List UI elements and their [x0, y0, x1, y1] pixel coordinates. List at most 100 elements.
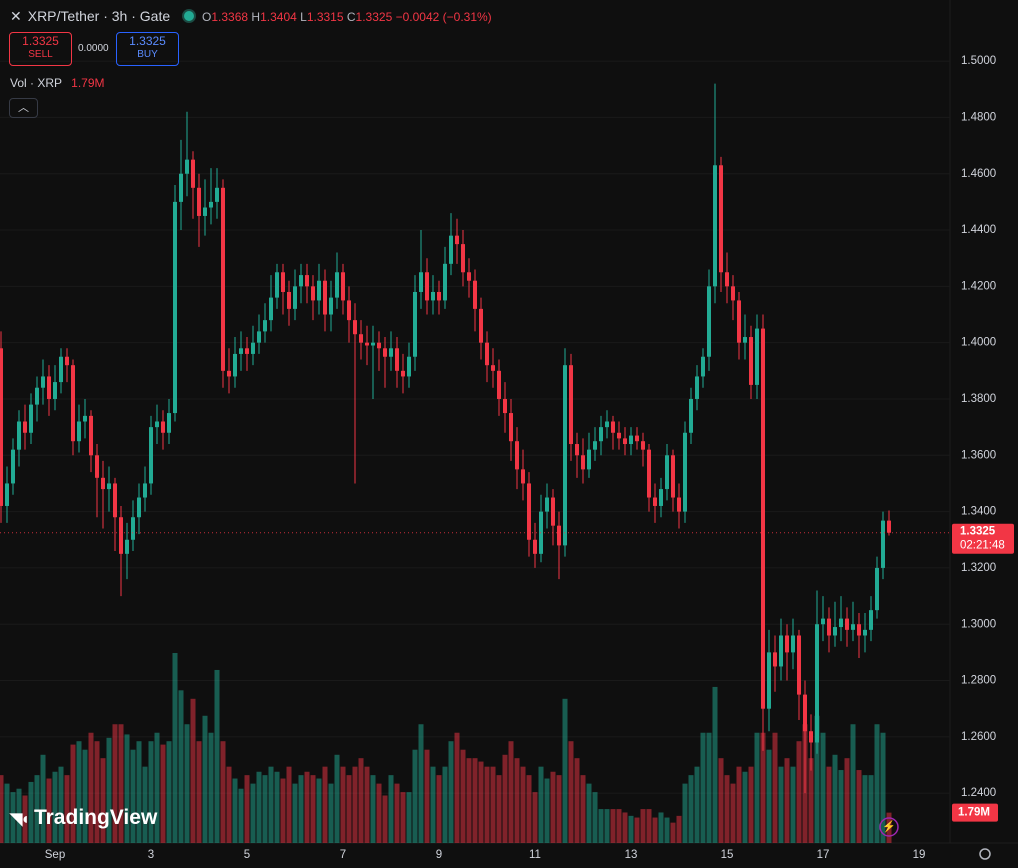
candle-body — [287, 291, 291, 309]
volume-bar — [244, 775, 250, 843]
candle-body — [701, 356, 705, 377]
volume-bar — [532, 792, 538, 843]
buy-button[interactable]: 1.3325 BUY — [116, 32, 179, 66]
candle-body — [779, 635, 783, 667]
candle-body — [203, 207, 207, 216]
volume-bar — [106, 737, 112, 843]
c-value: 1.3325 — [355, 10, 393, 24]
volume-bar — [4, 783, 10, 843]
y-tick-label: 1.4600 — [961, 168, 996, 180]
x-tick-label: Sep — [45, 849, 65, 861]
volume-bar — [712, 686, 718, 843]
volume-value: 1.79M — [71, 76, 105, 90]
candle-body — [155, 421, 159, 428]
volume-bar — [238, 788, 244, 843]
volume-bar — [682, 783, 688, 843]
candle-body — [503, 398, 507, 414]
candle-body — [119, 517, 123, 554]
volume-bar — [790, 766, 796, 843]
volume-bar — [484, 766, 490, 843]
candle-body — [485, 342, 489, 366]
volume-bar — [832, 754, 838, 843]
h-label: H — [251, 10, 261, 24]
candle-body — [419, 272, 423, 292]
candle-body — [809, 731, 813, 743]
volume-bar — [772, 732, 778, 843]
collapse-button[interactable]: ︿ — [9, 98, 38, 118]
volume-bar — [316, 778, 322, 843]
volume-bar — [262, 775, 268, 843]
volume-bar — [94, 741, 100, 843]
x-tick-label: 11 — [529, 849, 541, 861]
volume-bar — [268, 766, 274, 843]
candle-body — [11, 449, 15, 484]
candle-body — [317, 280, 321, 301]
y-tick-label: 1.4000 — [961, 337, 996, 349]
candle-body — [461, 244, 465, 273]
volume-bar — [850, 724, 856, 843]
x-tick-label: 9 — [436, 849, 442, 861]
candle-body — [557, 525, 561, 546]
candle-body — [257, 331, 261, 343]
volume-bar — [652, 817, 658, 843]
candle-body — [773, 652, 777, 667]
volume-bar — [376, 783, 382, 843]
volume-tag-value: 1.79M — [958, 807, 990, 819]
volume-bar — [496, 775, 502, 843]
candle-body — [407, 356, 411, 377]
volume-bar — [166, 741, 172, 843]
buy-price: 1.3325 — [129, 34, 166, 48]
candle-body — [311, 286, 315, 301]
volume-bar — [352, 766, 358, 843]
candle-body — [803, 694, 807, 732]
x-tick-label: 7 — [340, 849, 346, 861]
volume-bar — [844, 758, 850, 843]
candle-body — [137, 497, 141, 518]
volume-bar — [256, 771, 262, 843]
y-tick-label: 1.3200 — [961, 562, 996, 574]
volume-bar — [82, 749, 88, 843]
candle-body — [95, 455, 99, 478]
candle-body — [101, 477, 105, 490]
sell-button[interactable]: 1.3325 SELL — [9, 32, 72, 66]
volume-bar — [820, 732, 826, 843]
volume-bar — [742, 771, 748, 843]
logo: ◥◖ TradingView — [10, 806, 157, 830]
volume-bar — [280, 778, 286, 843]
candle-body — [281, 272, 285, 292]
candle-body — [17, 421, 21, 450]
volume-bar — [796, 741, 802, 843]
volume-bar — [148, 741, 154, 843]
volume-bar — [64, 775, 70, 843]
volume-bar — [754, 732, 760, 843]
o-value: 1.3368 — [211, 10, 249, 24]
candle-body — [689, 398, 693, 433]
alert-icon[interactable] — [879, 817, 899, 837]
logo-text: TradingView — [33, 806, 158, 829]
candle-body — [743, 337, 747, 343]
close-icon[interactable]: ✕ — [10, 8, 22, 24]
settings-icon[interactable] — [979, 848, 991, 860]
candle-body — [509, 413, 513, 442]
y-tick-label: 1.4400 — [961, 224, 996, 236]
volume-bar — [334, 754, 340, 843]
volume-bar — [118, 724, 124, 843]
symbol-row: ✕ XRP/Tether · 3h · Gate O1.3368 H1.3404 … — [10, 8, 492, 25]
candle-body — [515, 441, 519, 470]
candle-body — [875, 567, 879, 611]
volume-bar — [856, 770, 862, 843]
volume-bar — [598, 809, 604, 843]
volume-bar — [358, 758, 364, 843]
volume-bar — [190, 698, 196, 843]
candle-body — [185, 159, 189, 174]
volume-legend: Vol · XRP 1.79M — [10, 76, 105, 90]
candle-body — [869, 610, 873, 630]
volume-bar — [154, 732, 160, 843]
candle-body — [785, 635, 789, 653]
candle-body — [569, 365, 573, 445]
volume-bar — [136, 741, 142, 843]
logo-icon: ◥◖ — [10, 811, 30, 828]
volume-bar — [322, 766, 328, 843]
candle-body — [617, 432, 621, 439]
